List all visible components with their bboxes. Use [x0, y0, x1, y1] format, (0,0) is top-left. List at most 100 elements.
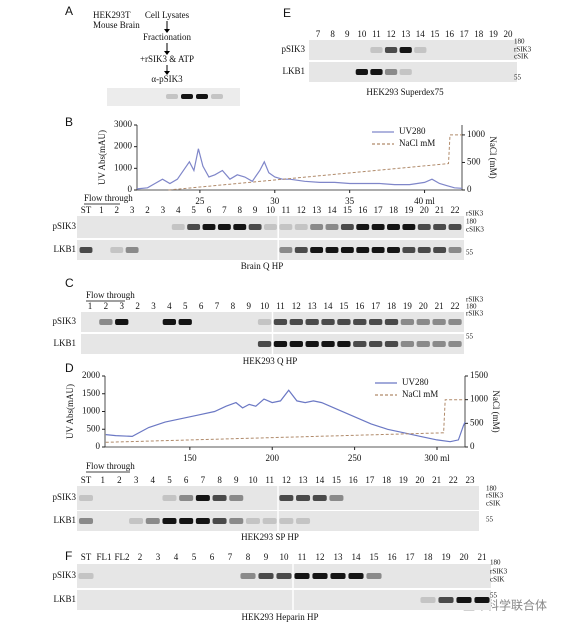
marker-label: rSIK3: [466, 296, 484, 304]
lane-label: FL1: [96, 552, 111, 562]
y-tick-label: 1000: [114, 162, 133, 172]
band: [125, 247, 139, 253]
band: [356, 247, 370, 253]
band: [115, 319, 129, 325]
band: [162, 319, 177, 325]
band: [187, 224, 201, 230]
band: [273, 319, 288, 325]
marker-label: cSIK: [514, 53, 528, 61]
band: [211, 94, 223, 99]
band: [162, 495, 177, 501]
row-label: LKB1: [283, 66, 306, 76]
band: [257, 341, 272, 347]
y2-axis-label: NaCl (mM): [488, 136, 498, 178]
legend-label: NaCl mM: [402, 389, 438, 399]
x-tick-label: 300 ml: [424, 453, 450, 463]
marker-label: rSIK3: [490, 568, 508, 576]
band: [321, 341, 335, 347]
x-tick-label: 30: [270, 196, 280, 206]
lane-label: 16: [388, 552, 398, 562]
lane-label: 6: [184, 475, 189, 485]
marker-label: 180: [466, 218, 477, 226]
band: [384, 69, 398, 75]
band: [330, 573, 346, 579]
lane-label: 21: [432, 475, 441, 485]
lane-label: 5: [191, 205, 196, 215]
lane-label: 11: [282, 205, 291, 215]
lane-label: 15: [343, 205, 353, 215]
lane-label: 2: [104, 301, 109, 311]
lane-label: 12: [316, 552, 325, 562]
lane-label: 20: [420, 205, 430, 215]
band: [202, 224, 216, 230]
band: [78, 518, 94, 524]
lane-label: 11: [372, 29, 381, 39]
band: [79, 247, 93, 253]
band: [417, 247, 431, 253]
marker-label: 180: [466, 303, 477, 311]
lane-label: 2: [135, 301, 140, 311]
lane-label: 2: [138, 552, 143, 562]
y2-tick-label: 1500: [470, 370, 489, 380]
x-tick-label: 35: [345, 196, 355, 206]
band: [400, 319, 415, 325]
y2-tick-label: 1000: [470, 394, 489, 404]
band: [296, 518, 311, 524]
band: [312, 495, 327, 501]
y-tick-label: 1500: [82, 388, 101, 398]
band: [348, 573, 364, 579]
band: [387, 247, 400, 253]
band: [78, 495, 94, 501]
lane-label: 14: [324, 301, 334, 311]
band: [262, 518, 277, 524]
x-tick-label: 200: [265, 453, 279, 463]
row-label: pSIK3: [52, 221, 76, 231]
lane-label: 19: [399, 475, 409, 485]
band: [171, 224, 185, 230]
lane-label: 13: [334, 552, 344, 562]
step-text: Fractionation: [143, 32, 191, 42]
row-label: LKB1: [54, 338, 77, 348]
lane-label: 10: [266, 205, 276, 215]
band: [310, 247, 324, 253]
y-tick-label: 2000: [82, 370, 101, 380]
lane-label: 20: [460, 552, 470, 562]
band: [129, 518, 144, 524]
arrow-head: [164, 29, 170, 75]
band: [368, 341, 383, 347]
legend-label: UV280: [402, 377, 429, 387]
band: [289, 341, 303, 347]
band: [229, 495, 244, 501]
band: [402, 247, 416, 253]
caption: HEK293 Q HP: [243, 356, 298, 366]
lane-label: 7: [316, 29, 321, 39]
marker-label: rSIK3: [486, 492, 504, 500]
lane-label: 19: [489, 29, 499, 39]
panel-label: E: [283, 6, 291, 20]
lane-label: 10: [260, 301, 270, 311]
band: [433, 224, 447, 230]
lane-label: 3: [134, 475, 139, 485]
lane-label: 22: [449, 475, 458, 485]
lane-label: ST: [81, 205, 92, 215]
band: [166, 94, 178, 99]
lane-label: 22: [451, 205, 460, 215]
y-tick-label: 3000: [114, 119, 133, 129]
lane-label: 21: [435, 301, 444, 311]
panel-label: F: [65, 549, 72, 563]
band: [217, 224, 231, 230]
lane-label: 18: [389, 205, 399, 215]
y2-tick-label: 1000: [467, 129, 486, 139]
band: [248, 224, 262, 230]
lane-label: 1: [88, 301, 93, 311]
lane-label: 18: [382, 475, 392, 485]
lane-label: 11: [276, 301, 285, 311]
band: [321, 319, 335, 325]
band: [371, 224, 385, 230]
lane-label: 7: [228, 552, 233, 562]
lane-label: 15: [339, 301, 349, 311]
band: [310, 224, 324, 230]
lane-label: 6: [210, 552, 215, 562]
lane-label: 10: [280, 552, 290, 562]
